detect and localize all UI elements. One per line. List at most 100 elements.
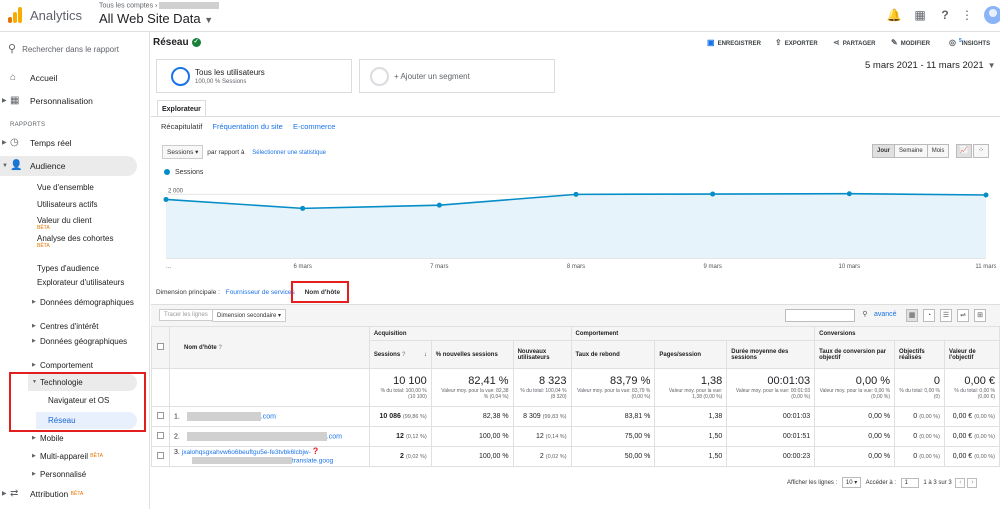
advanced-filter-link[interactable]: avancé xyxy=(874,311,897,318)
sidebar-item-demographics[interactable]: ▶ Données démographiques xyxy=(32,298,145,307)
table-search-input[interactable] xyxy=(785,309,855,322)
search-icon[interactable]: ⚲ xyxy=(862,311,868,318)
column-new-sessions[interactable]: % nouvelles sessions xyxy=(430,340,514,369)
save-icon: ▣ xyxy=(707,38,715,47)
sidebar-item-attribution[interactable]: ▶ ⇄ Attribution BÊTA xyxy=(0,484,149,504)
sidebar-item-cross-device[interactable]: ▶ Multi-appareil BÊTA xyxy=(32,452,145,461)
avatar[interactable] xyxy=(984,6,1000,24)
sidebar-item-mobile[interactable]: ▶ Mobile xyxy=(32,434,145,443)
sidebar-item-browser-os[interactable]: Navigateur et OS xyxy=(48,396,110,405)
select-metric-link[interactable]: Sélectionner une statistique xyxy=(252,150,327,156)
pivot-view-icon[interactable]: ⊞ xyxy=(974,309,986,322)
tab-explorer[interactable]: Explorateur xyxy=(157,100,206,117)
column-conversion-rate[interactable]: Taux de conversion par objectif xyxy=(814,340,896,369)
bar-view-icon[interactable]: ☰ xyxy=(940,309,952,322)
sidebar-item-user-explorer[interactable]: Explorateur d'utilisateurs xyxy=(37,278,125,287)
dimension-service-provider[interactable]: Fournisseur de services xyxy=(225,289,295,296)
subtab-summary[interactable]: Récapitulatif xyxy=(161,122,203,131)
pie-view-icon[interactable]: ◔ xyxy=(923,309,935,322)
granularity-day[interactable]: Jour xyxy=(873,145,896,157)
row-checkbox[interactable] xyxy=(156,432,164,439)
explorer-subtabs: Récapitulatif Fréquentation du site E-co… xyxy=(161,122,343,131)
sidebar-item-cohort-analysis[interactable]: Analyse des cohortes BÊTA xyxy=(37,234,142,249)
compare-label: par rapport à xyxy=(207,149,245,156)
motion-chart-icon[interactable]: ⁘ xyxy=(973,144,989,158)
sidebar-item-interests[interactable]: ▶ Centres d'intérêt xyxy=(32,322,145,331)
question-mark-icon: ? xyxy=(312,446,319,457)
cell-pct: (0,02 %) xyxy=(545,454,567,460)
export-icon: ⇪ xyxy=(775,38,782,47)
segment-all-users[interactable]: Tous les utilisateurs 100,00 % Sessions xyxy=(156,59,352,93)
cell-pct: (0,00 %) xyxy=(919,454,940,460)
conversion-cell: 0,00 % xyxy=(814,446,896,467)
sidebar-item-lifetime-value[interactable]: Valeur du client BÊTA xyxy=(37,216,142,231)
column-bounce-rate[interactable]: Taux de rebond xyxy=(570,340,656,369)
attribution-label: Attribution xyxy=(30,489,69,499)
sidebar-item-overview[interactable]: Vue d'ensemble xyxy=(37,183,94,192)
row-checkbox[interactable] xyxy=(156,452,164,459)
hostname-suffix[interactable]: translate.goog xyxy=(291,457,334,465)
bell-icon[interactable]: 🔔 xyxy=(886,8,902,22)
goto-page-input[interactable]: 1 xyxy=(900,478,919,488)
hostname-link[interactable]: .com xyxy=(326,433,342,441)
more-vertical-icon[interactable]: ⋮ xyxy=(961,8,973,22)
granularity-week[interactable]: Semaine xyxy=(895,145,928,157)
select-all-checkbox[interactable] xyxy=(156,343,164,350)
subtab-ecommerce[interactable]: E-commerce xyxy=(292,122,336,131)
column-goal-value[interactable]: Valeur de l'objectif xyxy=(943,340,1000,369)
line-chart-icon[interactable]: 📈 xyxy=(956,144,972,158)
sidebar-item-geo[interactable]: ▶ Données géographiques xyxy=(32,337,145,346)
sidebar-item-network[interactable]: Réseau xyxy=(48,416,76,425)
help-icon[interactable]: ? xyxy=(941,8,949,22)
save-button[interactable]: ▣ ENREGISTRER xyxy=(707,38,761,47)
prev-page-icon[interactable]: ‹ xyxy=(955,478,966,488)
next-page-icon[interactable]: › xyxy=(967,478,978,488)
sidebar-item-custom[interactable]: ▶ Personnalisé xyxy=(32,470,145,479)
plot-rows-button[interactable]: Tracer les lignes xyxy=(159,309,213,321)
row-checkbox[interactable] xyxy=(156,412,164,419)
insights-count: 5 xyxy=(958,38,962,44)
sidebar-item-audience-types[interactable]: Types d'audience xyxy=(37,264,100,273)
column-avg-duration[interactable]: Durée moyenne des sessions xyxy=(726,340,816,369)
edit-button[interactable]: ✎ MODIFIER xyxy=(891,38,930,47)
column-sessions[interactable]: Sessions ? ↓ xyxy=(368,340,432,369)
comparison-view-icon[interactable]: ⇌ xyxy=(957,309,969,322)
column-pages-session[interactable]: Pages/session xyxy=(654,340,728,369)
account-selector[interactable]: Tous les comptes › xyxy=(99,2,220,9)
dimension-hostname[interactable]: Nom d'hôte xyxy=(304,289,341,296)
column-hostname[interactable]: Nom d'hôte ? xyxy=(168,326,370,369)
total-value: 8 323 xyxy=(539,375,567,387)
column-goals-completed[interactable]: Objectifs réalisés xyxy=(894,340,945,369)
granularity-month[interactable]: Mois xyxy=(927,145,949,157)
insights-button[interactable]: ◎ 5INSIGHTS xyxy=(949,38,990,47)
add-segment-button[interactable]: + Ajouter un segment xyxy=(359,59,555,93)
sidebar-item-audience[interactable]: ▼ 👤 Audience xyxy=(0,156,149,176)
hostname-link[interactable]: jxalohqsgxahvw6o6beuftgu5e-fe3tvbk6lcbjw… xyxy=(181,449,311,457)
sidebar-item-behavior[interactable]: ▶ Comportement xyxy=(32,361,145,370)
property-selector[interactable]: All Web Site Data ▼ xyxy=(99,11,213,26)
secondary-dimension-select[interactable]: Dimension secondaire ▾ xyxy=(212,309,287,322)
sidebar-item-technology[interactable]: ▼ Technologie xyxy=(32,378,145,387)
date-range-picker[interactable]: 5 mars 2021 - 11 mars 2021 ▼ xyxy=(865,60,996,71)
sidebar-item-active-users[interactable]: Utilisateurs actifs xyxy=(37,200,98,209)
attribution-icon: ⇄ xyxy=(10,488,19,499)
export-button[interactable]: ⇪ EXPORTER xyxy=(775,38,818,47)
sidebar-item-customization[interactable]: ▶ ▦ Personnalisation xyxy=(0,91,149,111)
metric-select[interactable]: Sessions ▾ xyxy=(162,145,204,159)
data-point xyxy=(163,196,169,202)
analytics-logo-icon[interactable] xyxy=(8,7,22,23)
help-icon: ? xyxy=(401,351,406,358)
table-view-icon[interactable]: ▦ xyxy=(906,309,918,322)
subtab-site-usage[interactable]: Fréquentation du site xyxy=(212,122,283,131)
hostname-link[interactable]: .com xyxy=(260,413,276,421)
sidebar-item-realtime[interactable]: ▶ ◷ Temps réel xyxy=(0,133,149,153)
chart-legend: Sessions xyxy=(164,169,203,176)
column-new-users[interactable]: Nouveaux utilisateurs xyxy=(512,340,572,369)
new-users-cell: 2 (0,02 %) xyxy=(512,446,572,467)
pages-cell: 1,50 xyxy=(654,446,728,467)
rows-per-page-select[interactable]: 10 ▾ xyxy=(841,477,862,488)
sidebar-search[interactable]: ⚲ Rechercher dans le rapport xyxy=(8,42,119,55)
share-button[interactable]: ⋖ PARTAGER xyxy=(833,38,875,47)
sidebar-item-home[interactable]: ⌂ Accueil xyxy=(0,68,149,88)
apps-grid-icon[interactable]: ▦ xyxy=(914,8,926,22)
